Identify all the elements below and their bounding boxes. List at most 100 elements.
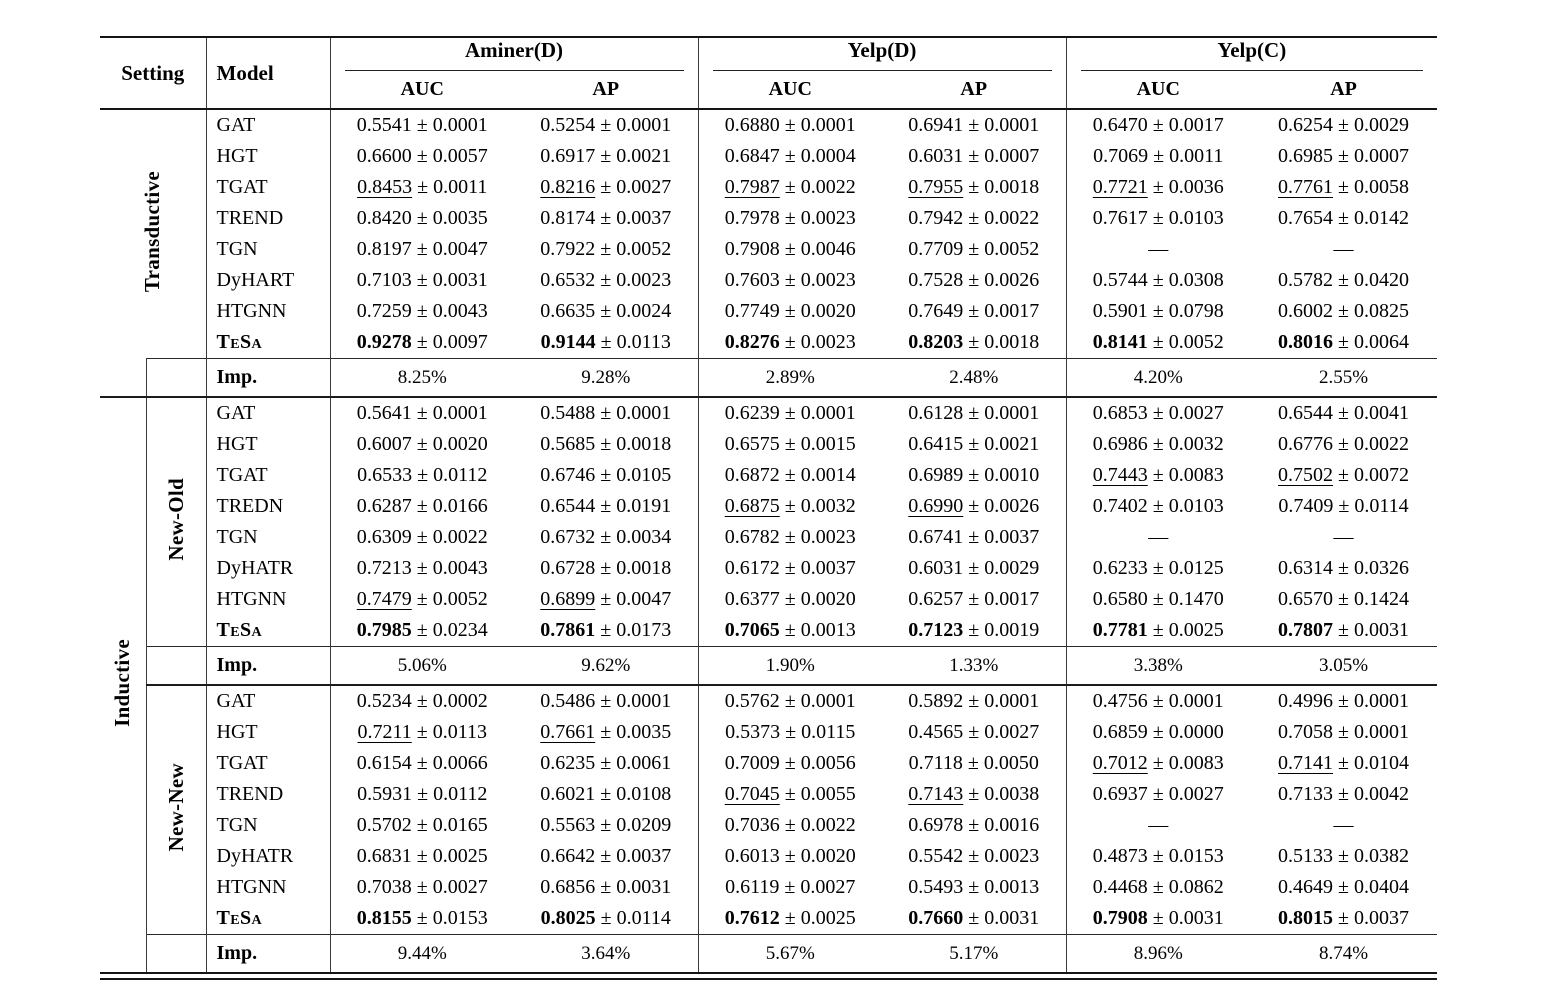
result-mean: 0.6532 (540, 269, 596, 291)
result-cell: 0.5488 ± 0.0001 (540, 402, 672, 424)
result-cell: 0.6917 ± 0.0021 (540, 145, 672, 167)
result-mean: 0.8025 (540, 907, 596, 929)
result-cell: 0.7213 ± 0.0043 (356, 557, 488, 579)
table-row: TGN 0.8197 ± 0.0047 0.7922 ± 0.0052 0.7908 … (100, 234, 1437, 265)
result-mean: 0.6544 (1278, 402, 1334, 424)
model-name: HTGNN (206, 584, 331, 615)
header-metric-aminer-ap: AP (514, 71, 698, 110)
improvement-value: 5.06% (330, 646, 514, 686)
improvement-value: 9.28% (514, 358, 698, 398)
result-mean: 0.8197 (356, 238, 412, 260)
result-cell: 0.6986 ± 0.0032 (1065, 429, 1251, 460)
table-row: TGAT 0.6533 ± 0.0112 0.6746 ± 0.0105 0.6872… (100, 460, 1437, 491)
result-mean: 0.5373 (725, 721, 781, 743)
result-mean: 0.5762 (724, 690, 780, 712)
result-mean: 0.6856 (540, 876, 596, 898)
result-cell: 0.6031 ± 0.0007 (908, 145, 1040, 167)
result-cell: 0.5541 ± 0.0001 (356, 114, 488, 136)
result-cell: — (1333, 814, 1354, 836)
table-row: HGT 0.6007 ± 0.0020 0.5685 ± 0.0018 0.6575 … (100, 429, 1437, 460)
result-mean: 0.6782 (724, 526, 780, 548)
result-mean: 0.7528 (908, 269, 964, 291)
result-mean: 0.6233 (1092, 557, 1148, 579)
result-cell: 0.8203 ± 0.0018 (908, 331, 1040, 353)
result-cell: 0.6532 ± 0.0023 (540, 269, 672, 291)
result-mean: 0.6746 (540, 464, 596, 486)
result-mean: 0.6990 (908, 495, 964, 517)
table-row: TeSa 0.9278 ± 0.0097 0.9144 ± 0.0113 0.8276… (100, 327, 1437, 359)
header-group-aminer-d: Aminer(D) (330, 36, 698, 71)
result-mean: 0.6728 (540, 557, 596, 579)
result-cell: 0.8420 ± 0.0035 (356, 207, 488, 229)
result-cell: 0.6875 ± 0.0032 (697, 491, 882, 522)
result-mean: 0.6978 (908, 814, 964, 836)
result-cell: 0.5782 ± 0.0420 (1278, 269, 1410, 291)
result-mean: 0.5641 (356, 402, 412, 424)
model-name: HTGNN (206, 296, 331, 327)
result-cell: 0.6776 ± 0.0022 (1278, 433, 1410, 455)
result-cell: 0.7528 ± 0.0026 (908, 269, 1040, 291)
subsetting-label-text: New-New (163, 763, 188, 852)
result-mean: 0.6314 (1278, 557, 1334, 579)
result-mean: 0.5541 (356, 114, 412, 136)
result-cell: 0.8141 ± 0.0052 (1065, 327, 1251, 359)
results-table: Setting Model Aminer(D) Yelp(D) Yelp(C) … (100, 36, 1438, 972)
result-mean: 0.6989 (908, 464, 964, 486)
result-mean: 0.6847 (724, 145, 780, 167)
model-name: TREND (206, 203, 331, 234)
result-cell: — (1333, 526, 1354, 548)
result-cell: 0.6470 ± 0.0017 (1065, 109, 1251, 141)
subsetting-label-text: New-Old (163, 478, 188, 561)
result-cell: 0.6233 ± 0.0125 (1065, 553, 1251, 584)
result-mean: 0.5493 (908, 876, 964, 898)
result-cell: 0.6533 ± 0.0112 (357, 464, 488, 486)
improvement-row: Imp. 5.06% 9.62% 1.90% 1.33% 3.38% 3.05% (100, 646, 1438, 686)
result-cell: 0.7259 ± 0.0043 (356, 300, 488, 322)
result-mean: 0.6732 (540, 526, 596, 548)
result-cell: 0.7012 ± 0.0083 (1065, 748, 1251, 779)
table-row: TeSa 0.8155 ± 0.0153 0.8025 ± 0.0114 0.7612… (100, 903, 1437, 935)
model-name: TGAT (206, 748, 331, 779)
result-mean: 0.5542 (908, 845, 964, 867)
result-mean: 0.6470 (1092, 114, 1148, 136)
result-mean: 0.8016 (1278, 331, 1334, 353)
result-mean: 0.7721 (1092, 176, 1148, 198)
result-cell: 0.8197 ± 0.0047 (356, 238, 488, 260)
result-mean: 0.6377 (724, 588, 780, 610)
result-cell: 0.6254 ± 0.0029 (1278, 114, 1410, 136)
result-cell: 0.5254 ± 0.0001 (540, 114, 672, 136)
result-cell: 0.6544 ± 0.0041 (1278, 402, 1410, 424)
result-cell: 0.6880 ± 0.0001 (697, 109, 882, 141)
result-cell: 0.6941 ± 0.0001 (908, 114, 1040, 136)
result-mean: 0.7009 (724, 752, 780, 774)
result-mean: 0.6600 (356, 145, 412, 167)
result-mean: 0.7942 (908, 207, 964, 229)
result-mean: 0.6544 (540, 495, 596, 517)
result-mean: 0.7761 (1278, 176, 1334, 198)
result-mean: 0.6309 (356, 526, 412, 548)
result-cell: 0.6782 ± 0.0023 (697, 522, 882, 553)
result-mean: 0.7649 (908, 300, 964, 322)
result-cell: 0.7654 ± 0.0142 (1278, 207, 1410, 229)
model-name: TeSa (206, 903, 331, 935)
model-name: DyHART (206, 265, 331, 296)
header-group-yelp-d-label: Yelp(D) (712, 38, 1052, 71)
result-mean: 0.6257 (908, 588, 964, 610)
table-row: HTGNN 0.7479 ± 0.0052 0.6899 ± 0.0047 0.637… (100, 584, 1437, 615)
improvement-value: 9.44% (330, 934, 514, 972)
result-mean: 0.7781 (1092, 619, 1148, 641)
result-cell: 0.5685 ± 0.0018 (540, 433, 672, 455)
result-cell: 0.6314 ± 0.0326 (1278, 557, 1410, 579)
result-cell: 0.8015 ± 0.0037 (1278, 907, 1410, 929)
improvement-value: 5.17% (882, 934, 1067, 972)
result-mean: 0.6119 (725, 876, 780, 898)
result-cell: 0.6847 ± 0.0004 (697, 141, 882, 172)
result-mean: 0.7603 (724, 269, 780, 291)
result-cell: 0.4873 ± 0.0153 (1065, 841, 1251, 872)
result-cell: 0.6002 ± 0.0825 (1278, 300, 1410, 322)
result-mean: 0.6287 (356, 495, 412, 517)
result-mean: 0.8174 (540, 207, 596, 229)
table-row: TREND 0.5931 ± 0.0112 0.6021 ± 0.0108 0.704… (100, 779, 1437, 810)
result-mean: 0.5234 (356, 690, 412, 712)
